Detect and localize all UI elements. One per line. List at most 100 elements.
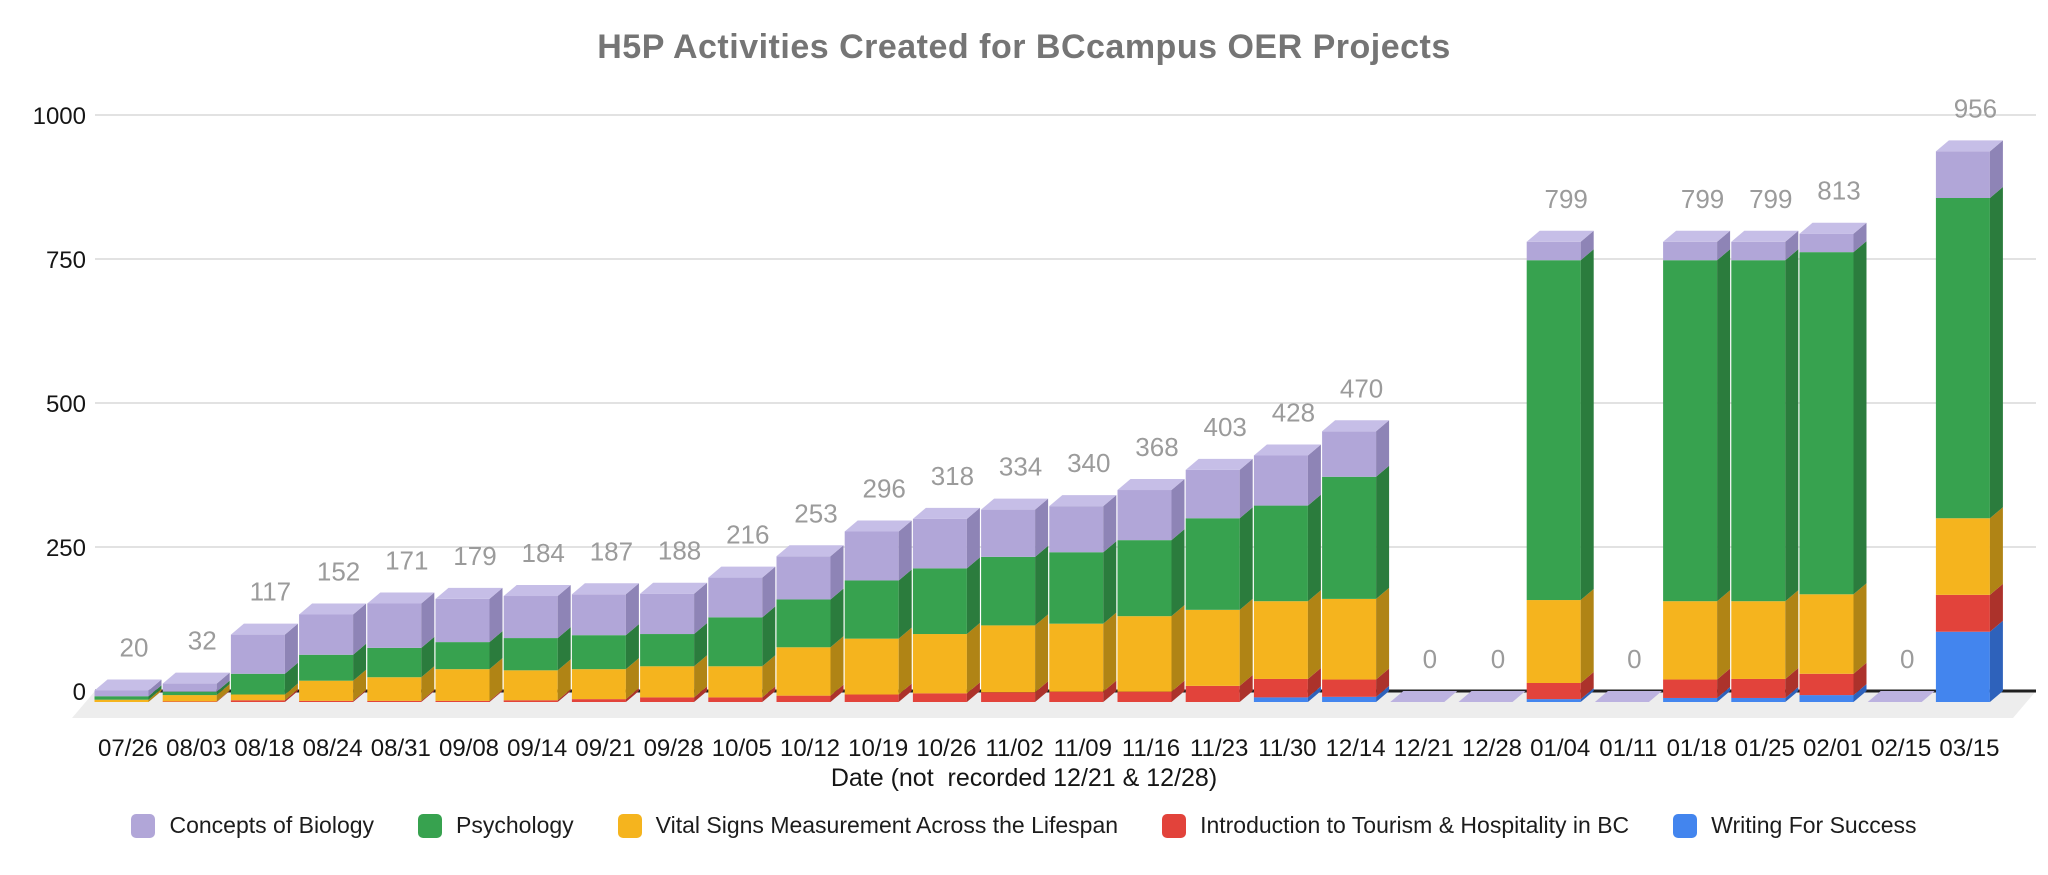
bar-segment[interactable]	[912, 568, 967, 635]
bar-segment[interactable]	[435, 598, 490, 643]
bar-segment[interactable]	[1731, 241, 1786, 261]
bar-segment[interactable]	[503, 638, 558, 671]
zero-bar-tile[interactable]	[1390, 691, 1458, 702]
bar-segment[interactable]	[435, 700, 490, 702]
bar-segment[interactable]	[299, 614, 354, 655]
bar-segment[interactable]	[1731, 601, 1786, 679]
bar-segment[interactable]	[981, 692, 1036, 702]
bar-segment[interactable]	[571, 669, 626, 700]
bar-segment[interactable]	[230, 634, 285, 674]
bar-segment[interactable]	[571, 699, 626, 702]
bar-segment[interactable]	[844, 580, 899, 639]
bar-segment[interactable]	[1049, 552, 1104, 624]
bar-segment[interactable]	[912, 693, 967, 702]
bar-segment[interactable]	[912, 634, 967, 694]
bar-segment[interactable]	[1935, 631, 1990, 702]
bar-segment[interactable]	[640, 634, 695, 667]
bar-segment[interactable]	[162, 683, 217, 692]
bar-segment[interactable]	[776, 599, 831, 648]
bar-segment[interactable]	[640, 666, 695, 698]
bar-segment[interactable]	[1185, 469, 1240, 519]
bar-segment[interactable]	[1663, 679, 1718, 698]
bar-segment[interactable]	[94, 696, 149, 700]
bar-segment[interactable]	[503, 700, 558, 702]
bar-segment[interactable]	[367, 647, 422, 678]
bar-segment[interactable]	[1322, 679, 1377, 697]
bar-segment[interactable]	[1526, 600, 1581, 683]
bar-segment[interactable]	[1731, 678, 1786, 698]
bar-segment[interactable]	[1935, 594, 1990, 632]
bar-segment[interactable]	[299, 700, 354, 702]
bar-segment[interactable]	[230, 673, 285, 695]
zero-bar-tile[interactable]	[1458, 691, 1526, 702]
bar-segment[interactable]	[1731, 697, 1786, 702]
bar-segment[interactable]	[1185, 518, 1240, 610]
bar-segment[interactable]	[162, 695, 217, 702]
bar-segment[interactable]	[776, 695, 831, 702]
bar-segment[interactable]	[1663, 697, 1718, 702]
bar-segment[interactable]	[367, 603, 422, 648]
bar-segment[interactable]	[1117, 616, 1172, 692]
bar-segment[interactable]	[1253, 601, 1308, 679]
bar-segment[interactable]	[1253, 505, 1308, 602]
bar-segment[interactable]	[1799, 673, 1854, 696]
bar-segment[interactable]	[1935, 151, 1990, 198]
bar-segment[interactable]	[571, 594, 626, 636]
bar-segment[interactable]	[230, 700, 285, 702]
bar-segment[interactable]	[844, 531, 899, 581]
bar-segment[interactable]	[1799, 695, 1854, 702]
bar-segment[interactable]	[640, 593, 695, 635]
bar-segment[interactable]	[299, 680, 354, 701]
bar-segment[interactable]	[571, 635, 626, 670]
bar-segment[interactable]	[435, 669, 490, 701]
bar-segment[interactable]	[1526, 682, 1581, 700]
bar-segment[interactable]	[708, 666, 763, 698]
bar-segment[interactable]	[1253, 697, 1308, 702]
bar-segment[interactable]	[708, 577, 763, 618]
bar-segment[interactable]	[640, 697, 695, 702]
bar-segment[interactable]	[367, 677, 422, 701]
bar-segment[interactable]	[1731, 260, 1786, 602]
bar-segment[interactable]	[1049, 691, 1104, 702]
bar-segment[interactable]	[1322, 476, 1377, 599]
bar-segment[interactable]	[776, 556, 831, 600]
bar-segment[interactable]	[230, 694, 285, 701]
bar-segment[interactable]	[708, 617, 763, 667]
bar-segment[interactable]	[1526, 699, 1581, 702]
bar-segment[interactable]	[503, 596, 558, 639]
bar-segment[interactable]	[1253, 678, 1308, 698]
bar-segment[interactable]	[1799, 233, 1854, 253]
bar-segment[interactable]	[1117, 691, 1172, 702]
bar-segment[interactable]	[981, 556, 1036, 626]
bar-segment[interactable]	[94, 699, 149, 702]
bar-segment[interactable]	[1663, 260, 1718, 602]
bar-segment[interactable]	[1117, 540, 1172, 617]
bar-segment[interactable]	[1799, 594, 1854, 674]
bar-segment[interactable]	[1117, 490, 1172, 541]
bar-segment[interactable]	[844, 694, 899, 702]
bar-segment[interactable]	[708, 697, 763, 702]
bar-segment[interactable]	[435, 642, 490, 670]
zero-bar-tile[interactable]	[1594, 691, 1662, 702]
bar-segment[interactable]	[1049, 623, 1104, 692]
bar-segment[interactable]	[367, 700, 422, 702]
bar-segment[interactable]	[1663, 241, 1718, 261]
zero-bar-tile[interactable]	[1867, 691, 1935, 702]
bar-segment[interactable]	[1185, 609, 1240, 686]
bar-segment[interactable]	[1935, 198, 1990, 519]
bar-segment[interactable]	[844, 638, 899, 695]
bar-segment[interactable]	[162, 691, 217, 696]
bar-segment[interactable]	[94, 690, 149, 697]
bar-segment[interactable]	[1322, 696, 1377, 702]
bar-segment[interactable]	[1799, 252, 1854, 595]
bar-segment[interactable]	[299, 654, 354, 681]
bar-segment[interactable]	[1526, 260, 1581, 601]
bar-segment[interactable]	[776, 647, 831, 696]
bar-segment[interactable]	[1526, 241, 1581, 261]
bar-segment[interactable]	[981, 625, 1036, 693]
bar-segment[interactable]	[1322, 598, 1377, 680]
bar-segment[interactable]	[162, 701, 217, 702]
bar-segment[interactable]	[912, 518, 967, 569]
bar-segment[interactable]	[1935, 518, 1990, 595]
bar-segment[interactable]	[1663, 601, 1718, 680]
